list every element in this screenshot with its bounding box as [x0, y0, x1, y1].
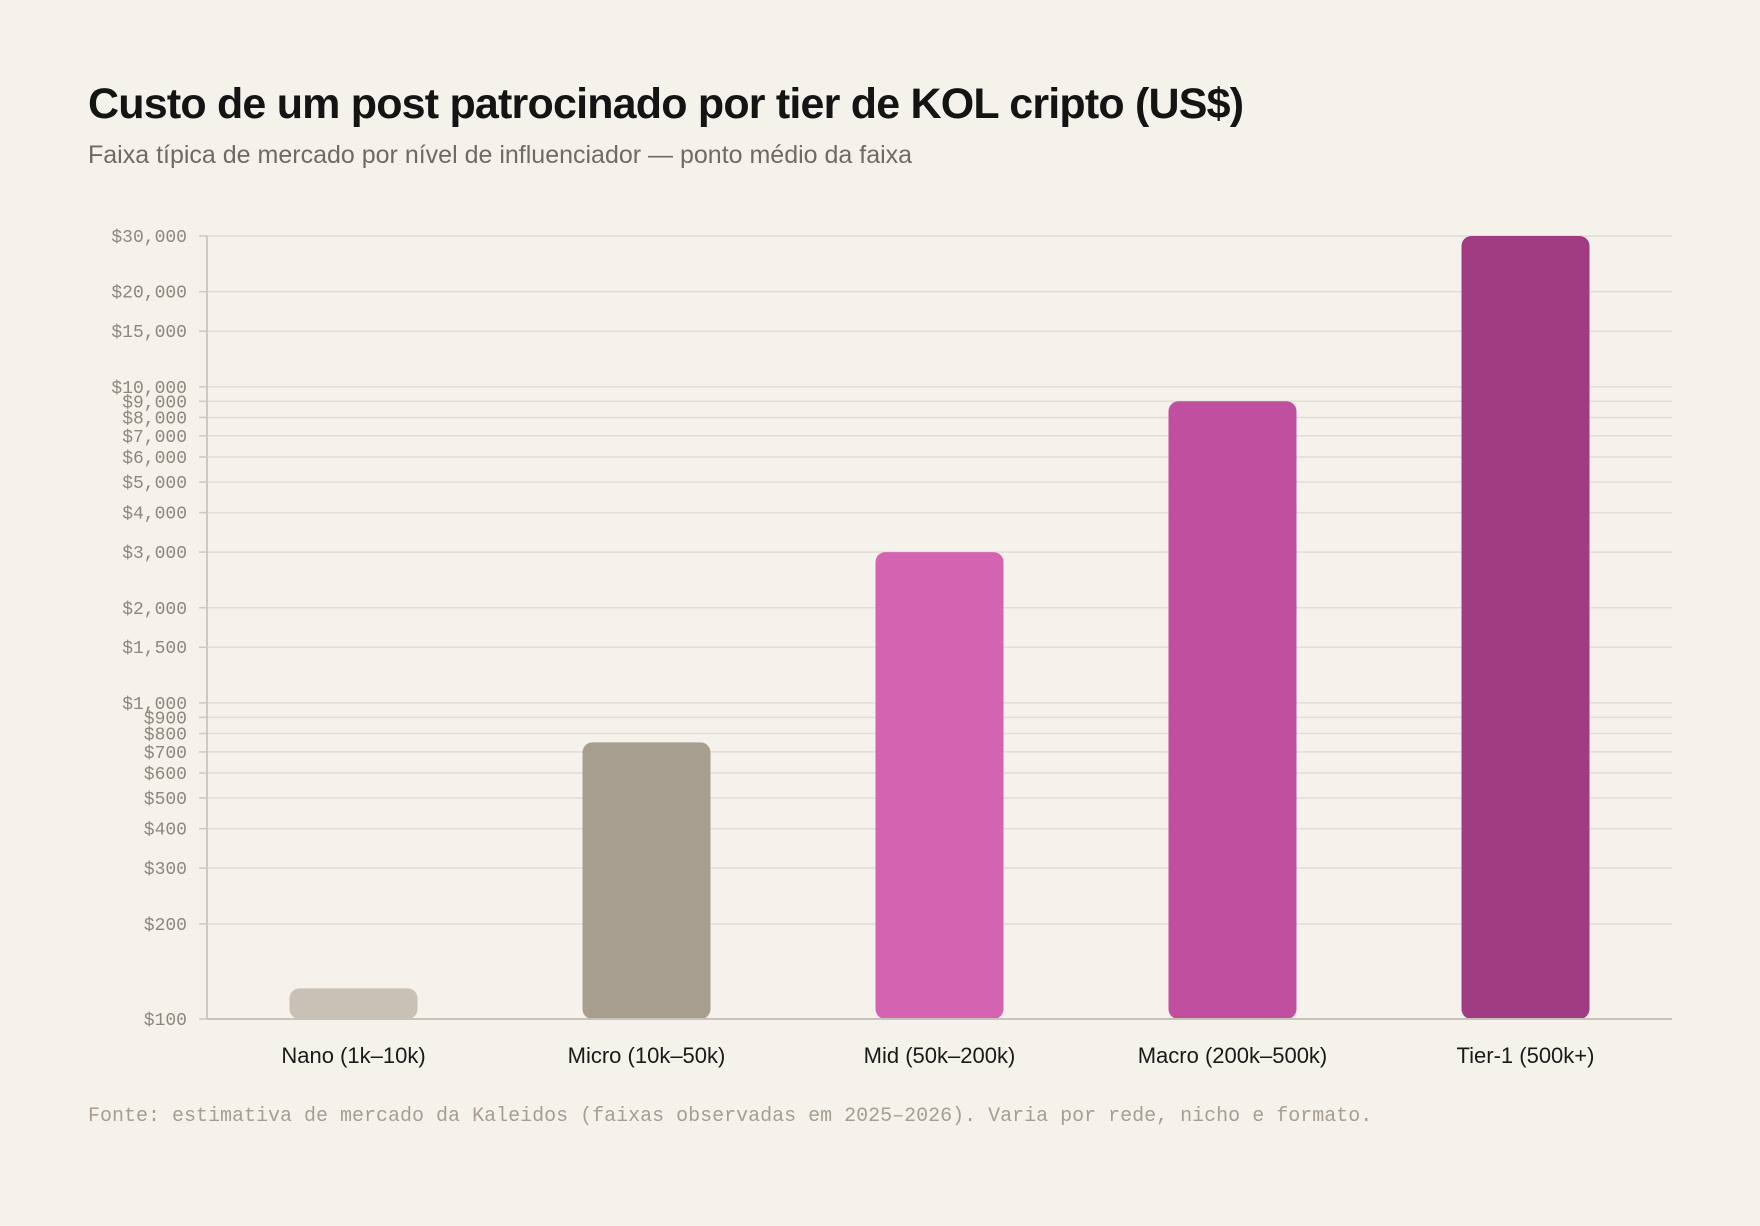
- x-tick-label: Micro (10k–50k): [568, 1043, 726, 1068]
- axes: [199, 235, 1672, 1020]
- y-tick-label: $200: [144, 916, 187, 936]
- y-tick-label: $4,000: [122, 505, 187, 525]
- y-tick-label: $600: [144, 765, 187, 785]
- x-tick-label: Macro (200k–500k): [1138, 1043, 1328, 1068]
- x-tick-label: Mid (50k–200k): [864, 1043, 1016, 1068]
- y-tick-labels: $100 $200 $300 $400 $500 $600$700$800$900$1,0…: [111, 228, 187, 1031]
- chart-subtitle: Faixa típica de mercado por nível de inf…: [88, 141, 913, 169]
- bar: [582, 742, 711, 1019]
- y-tick-label: $15,000: [111, 323, 187, 343]
- y-tick-label: $400: [144, 821, 187, 841]
- y-tick-label: $30,000: [111, 228, 187, 248]
- y-tick-label: $3,000: [122, 544, 187, 564]
- y-tick-label: $500: [144, 790, 187, 810]
- x-tick-labels: Nano (1k–10k) Micro (10k–50k) Mid (50k–200…: [281, 1043, 1594, 1068]
- y-tick-label: $900: [144, 709, 187, 729]
- y-tick-label: $20,000: [111, 284, 187, 304]
- bar: [875, 552, 1004, 1019]
- y-tick-label: $5,000: [122, 474, 187, 494]
- chart-title: Custo de um post patrocinado por tier de…: [88, 80, 1244, 128]
- y-tick-label: $6,000: [122, 449, 187, 469]
- y-tick-label: $1,500: [122, 639, 187, 659]
- bars: [289, 236, 1590, 1019]
- x-tick-label: Tier-1 (500k+): [1457, 1043, 1595, 1068]
- source-note: Fonte: estimativa de mercado da Kaleidos…: [88, 1105, 1373, 1128]
- y-tick-label: $700: [144, 744, 187, 764]
- x-tick-label: Nano (1k–10k): [281, 1043, 425, 1068]
- y-tick-label: $10,000: [111, 379, 187, 399]
- y-tick-label: $800: [144, 726, 187, 746]
- y-tick-label: $100: [144, 1011, 187, 1031]
- y-tick-label: $8,000: [122, 409, 187, 429]
- y-tick-label: $2,000: [122, 600, 187, 620]
- y-tick-label: $1,000: [122, 695, 187, 715]
- bar: [1461, 236, 1590, 1019]
- bar: [1168, 401, 1297, 1019]
- bar: [289, 988, 418, 1019]
- y-tick-label: $300: [144, 860, 187, 880]
- y-tick-label: $7,000: [122, 428, 187, 448]
- y-tick-label: $9,000: [122, 393, 187, 413]
